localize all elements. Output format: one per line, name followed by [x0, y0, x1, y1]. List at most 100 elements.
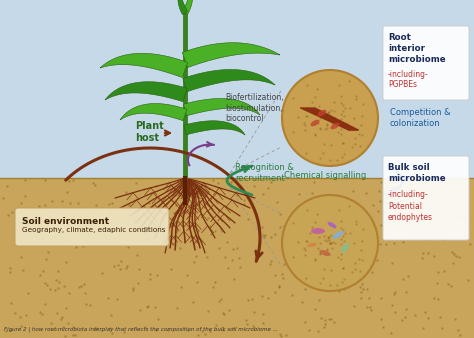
Ellipse shape	[330, 123, 339, 129]
Point	[38, 236, 46, 241]
Point	[225, 308, 232, 313]
Point	[214, 180, 221, 186]
Point	[75, 221, 82, 227]
Point	[422, 237, 429, 242]
Ellipse shape	[328, 222, 337, 228]
Point	[303, 82, 311, 88]
Point	[334, 129, 341, 134]
Point	[339, 266, 346, 271]
Point	[216, 246, 223, 251]
Point	[345, 78, 352, 83]
Point	[261, 232, 269, 237]
Point	[248, 297, 255, 302]
Point	[104, 217, 111, 222]
Point	[361, 256, 368, 262]
Point	[314, 235, 321, 240]
Point	[383, 200, 391, 206]
Point	[319, 150, 327, 156]
Point	[340, 276, 347, 282]
Polygon shape	[182, 43, 280, 68]
Point	[77, 283, 85, 288]
Point	[65, 178, 73, 184]
Point	[337, 256, 345, 261]
Point	[24, 290, 31, 295]
Point	[438, 326, 446, 331]
Point	[323, 238, 331, 243]
Point	[323, 126, 331, 131]
Point	[325, 235, 332, 240]
Point	[64, 320, 72, 325]
Point	[267, 259, 275, 264]
Point	[107, 325, 114, 331]
Point	[334, 254, 341, 259]
Point	[365, 239, 373, 244]
Point	[46, 208, 54, 214]
Text: Potential
endophytes: Potential endophytes	[388, 202, 433, 222]
Point	[65, 290, 73, 296]
Point	[419, 325, 427, 331]
Point	[61, 333, 69, 338]
Point	[396, 192, 404, 197]
Point	[447, 284, 455, 289]
Point	[337, 116, 345, 122]
Point	[116, 266, 124, 271]
Point	[173, 227, 181, 233]
Point	[379, 324, 387, 330]
Point	[59, 324, 66, 329]
Point	[368, 222, 376, 227]
Point	[340, 151, 347, 156]
Point	[300, 246, 308, 251]
Point	[139, 212, 146, 217]
Point	[326, 316, 333, 321]
Point	[337, 131, 345, 137]
Point	[154, 272, 161, 277]
Circle shape	[282, 195, 378, 291]
Point	[250, 309, 258, 314]
Point	[306, 105, 314, 111]
Point	[358, 239, 365, 244]
Point	[376, 199, 383, 204]
Point	[45, 213, 53, 218]
Point	[321, 317, 329, 323]
Point	[337, 100, 344, 106]
Point	[356, 284, 364, 290]
Point	[339, 233, 347, 239]
Point	[328, 116, 335, 121]
Point	[310, 238, 318, 243]
Point	[275, 284, 283, 289]
Point	[58, 216, 66, 222]
Point	[81, 290, 89, 295]
Text: Biofertilization,
biostimulation,
biocontrol: Biofertilization, biostimulation, biocon…	[225, 93, 283, 123]
Point	[358, 257, 366, 263]
Point	[408, 199, 415, 205]
Point	[419, 201, 427, 206]
Point	[223, 178, 230, 184]
Point	[234, 192, 241, 198]
Point	[236, 256, 243, 261]
Point	[339, 108, 347, 114]
Point	[336, 82, 343, 87]
Point	[314, 245, 322, 251]
Point	[129, 288, 137, 293]
Text: -including-: -including-	[388, 190, 429, 199]
Point	[317, 251, 324, 256]
Point	[275, 285, 283, 290]
Point	[341, 230, 349, 236]
Point	[294, 239, 302, 245]
Point	[86, 302, 93, 307]
Point	[122, 190, 130, 195]
Point	[323, 246, 330, 251]
Point	[335, 288, 343, 294]
Point	[176, 246, 183, 251]
Point	[326, 240, 334, 246]
Point	[276, 224, 284, 230]
Point	[326, 115, 334, 121]
Point	[440, 190, 447, 195]
Point	[51, 287, 58, 292]
Point	[358, 296, 365, 301]
Point	[328, 120, 336, 126]
Point	[301, 287, 308, 292]
Point	[440, 189, 448, 194]
Point	[17, 323, 24, 328]
Point	[296, 191, 303, 197]
